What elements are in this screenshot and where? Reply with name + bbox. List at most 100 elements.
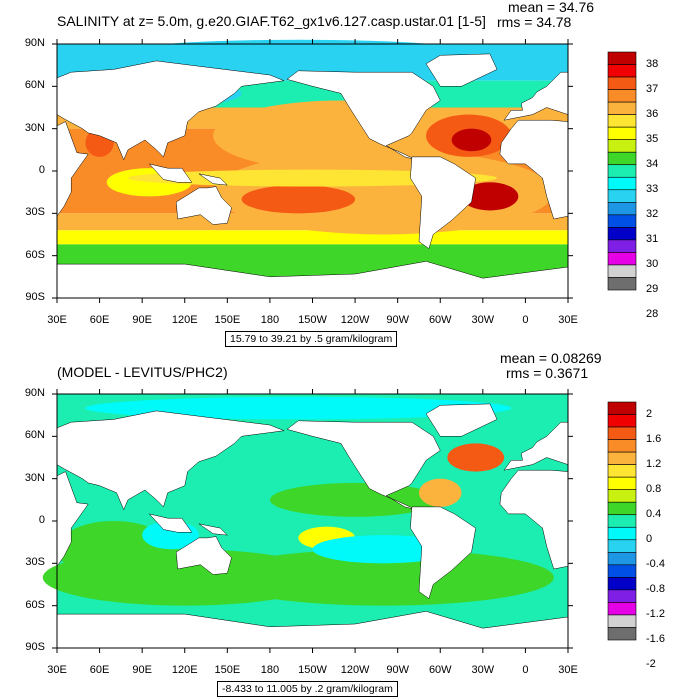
x-tick-label: 120E	[171, 314, 198, 326]
colorbar-swatch	[607, 464, 637, 478]
rms-label: rms = 0.3671	[506, 365, 589, 381]
colorbar-swatch	[607, 176, 637, 191]
y-tick-label: 30N	[24, 121, 45, 134]
difference-contour-region	[447, 443, 505, 472]
colorbar-swatch	[607, 602, 637, 616]
difference-contour-region	[269, 482, 441, 517]
land-mass	[286, 420, 441, 510]
salinity-contour-region	[461, 182, 519, 211]
y-tick-label: 30S	[25, 556, 45, 569]
colorbar-swatch	[607, 514, 637, 528]
difference-contour-region	[418, 478, 462, 507]
land-mass	[410, 156, 476, 250]
colorbar-label: 37	[646, 82, 659, 95]
colorbar-swatch	[607, 426, 637, 440]
x-tick-label: 60W	[428, 314, 452, 326]
x-tick-label: 150W	[298, 314, 327, 326]
colorbar-swatch	[607, 401, 637, 415]
colorbar-swatch	[607, 101, 637, 115]
x-tick-label: 30E	[47, 314, 67, 326]
x-tick-label: 150W	[298, 664, 327, 676]
colorbar-label: -0.4	[646, 557, 665, 570]
land-mass	[56, 471, 89, 567]
difference-panel: (MODEL - LEVITUS/PHC2) mean = 0.08269 rm…	[0, 350, 700, 700]
colorbar-label: -0.8	[646, 582, 665, 595]
colorbar-swatch	[607, 114, 637, 128]
x-tick-label: 30E	[558, 664, 578, 676]
panel-title: SALINITY at z= 5.0m, g.e20.GIAF.T62_gx1v…	[57, 13, 486, 29]
land-mass	[410, 506, 476, 600]
colorbar-label: 35	[646, 132, 659, 145]
salinity-contour-region	[241, 185, 356, 214]
land-mass	[56, 60, 286, 161]
colorbar-swatch	[607, 89, 637, 103]
mean-label: mean = 0.08269	[500, 350, 602, 366]
x-tick-label: 180	[260, 314, 280, 326]
x-tick-label: 30W	[471, 664, 495, 676]
y-tick-label: 90N	[24, 387, 45, 399]
x-tick-label: 60W	[428, 664, 452, 676]
colorbar-label: 38	[646, 57, 659, 70]
colorbar-swatch	[607, 164, 637, 178]
colorbar-label: 0	[646, 532, 653, 545]
x-tick-label: 0	[522, 314, 529, 326]
land-mass	[56, 121, 89, 217]
x-tick-label: 120W	[340, 314, 370, 326]
colorbar-swatch	[607, 577, 637, 591]
land-mass	[148, 163, 193, 183]
colorbar-label: 1.2	[646, 457, 662, 470]
x-tick-label: 90W	[386, 664, 409, 676]
colorbar-swatch	[607, 489, 637, 503]
y-tick-label: 0	[38, 164, 45, 176]
land-mass	[148, 513, 193, 533]
x-tick-label: 30W	[471, 314, 495, 326]
x-tick-label: 90W	[386, 314, 409, 326]
x-tick-label: 90E	[132, 664, 152, 676]
salinity-contour-region	[451, 128, 492, 152]
colorbar-swatch	[607, 126, 637, 140]
x-tick-label: 120W	[340, 664, 370, 676]
colorbar-swatch	[607, 64, 637, 78]
colorbar-label: 30	[646, 257, 659, 270]
y-tick-label: 30N	[24, 471, 45, 484]
land-mass	[286, 70, 441, 160]
land-mass	[198, 523, 228, 536]
colorbar-swatch	[607, 76, 637, 90]
salinity-band	[57, 244, 568, 259]
colorbar-swatch	[607, 539, 637, 553]
colorbar-label: 33	[646, 182, 659, 195]
y-tick-label: 90S	[25, 291, 45, 303]
colorbar-swatch	[607, 614, 637, 628]
colorbar-label: 2	[646, 407, 653, 420]
land-mass	[503, 71, 569, 121]
colorbar-swatch	[607, 189, 637, 203]
colorbar-swatch	[607, 476, 637, 490]
salinity-panel: SALINITY at z= 5.0m, g.e20.GIAF.T62_gx1v…	[24, 0, 659, 347]
colorbar-label: 31	[646, 232, 659, 245]
contour-info-box: 15.79 to 39.21 by .5 gram/kilogram	[225, 331, 398, 347]
colorbar-swatch	[607, 51, 637, 65]
colorbar-label: 34	[646, 157, 659, 170]
land-mass	[198, 173, 228, 186]
x-tick-label: 90E	[132, 314, 152, 326]
difference-contour-region	[85, 396, 512, 420]
land-mass	[175, 536, 232, 575]
colorbar-swatch	[607, 627, 637, 641]
x-tick-label: 180	[260, 664, 280, 676]
colorbar-swatch	[607, 151, 637, 166]
colorbar-swatch	[607, 589, 637, 603]
colorbar-label: -1.2	[646, 607, 665, 620]
contour-info-box: -8.433 to 11.005 by .2 gram/kilogram	[217, 681, 398, 697]
mean-label: mean = 34.76	[508, 0, 595, 15]
y-tick-label: 90N	[24, 37, 45, 49]
colorbar-label: 1.6	[646, 432, 662, 445]
colorbar-swatch	[607, 139, 637, 153]
colorbar-swatch	[607, 414, 637, 428]
salinity-band	[57, 230, 568, 245]
salinity-map	[52, 39, 573, 303]
x-tick-label: 60E	[89, 664, 110, 676]
land-mass	[503, 421, 569, 471]
land-mass	[425, 403, 498, 437]
panel-title: (MODEL - LEVITUS/PHC2)	[57, 364, 228, 380]
x-tick-label: 120E	[171, 664, 198, 676]
